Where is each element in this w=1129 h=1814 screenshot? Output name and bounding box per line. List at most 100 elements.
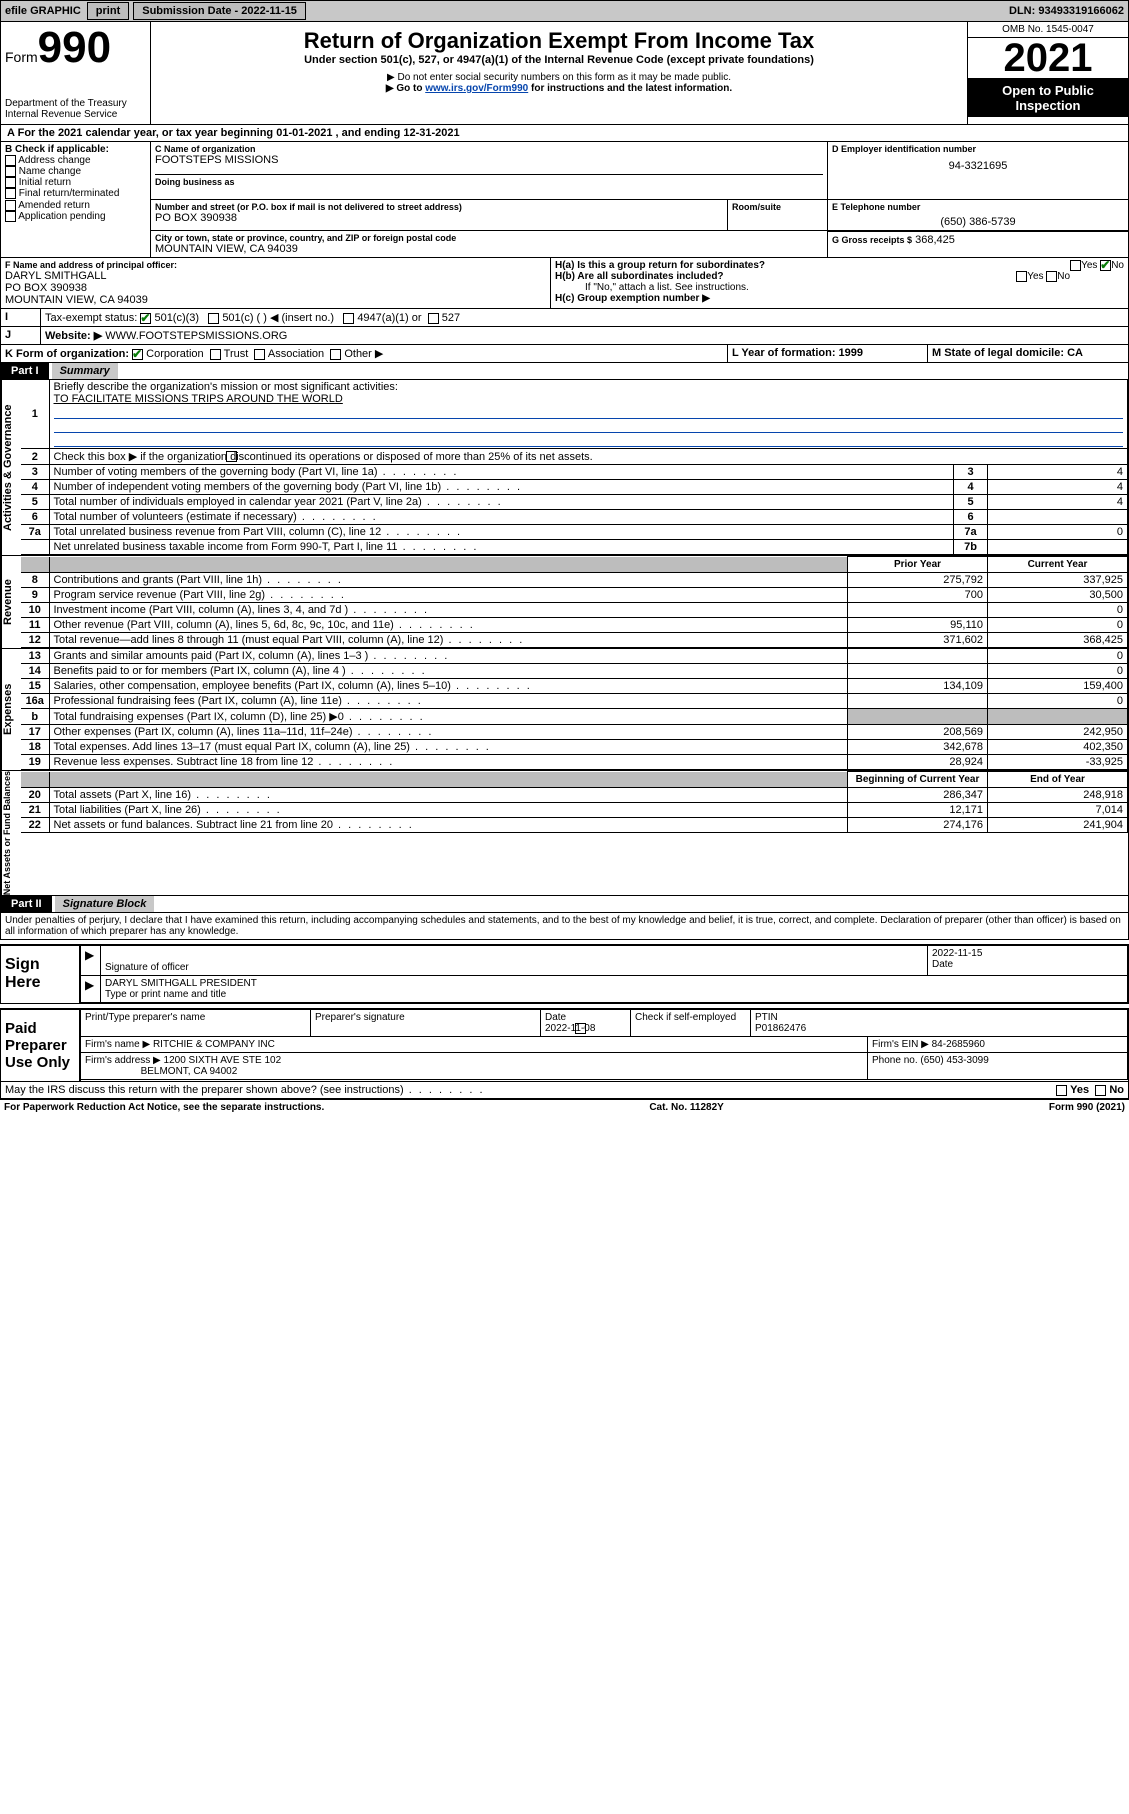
line-number: 20 [21,788,49,803]
line-number: 12 [21,633,49,648]
hc-label: H(c) Group exemption number ▶ [555,293,710,304]
cb-ha-no[interactable] [1100,260,1111,271]
prior-value: 274,176 [848,818,988,833]
arrow-icon: ▶ [85,978,94,992]
current-value: 159,400 [988,679,1128,694]
cb-trust[interactable] [210,349,221,360]
mission-text: TO FACILITATE MISSIONS TRIPS AROUND THE … [54,393,343,405]
sign-here-block: Sign Here ▶ Signature of officer 2022-11… [0,944,1129,1004]
cb-self-employed[interactable] [575,1023,586,1034]
tax-year: 2021 [968,38,1128,79]
section-b-checkboxes: B Check if applicable: Address change Na… [1,142,151,257]
officer-addr1: PO BOX 390938 [5,282,546,294]
current-value: 0 [988,603,1128,618]
line-number: 17 [21,725,49,740]
k-label: K Form of organization: [5,348,129,360]
prior-value: 286,347 [848,788,988,803]
line-text: Other revenue (Part VIII, column (A), li… [49,618,848,633]
firm-name-value: RITCHIE & COMPANY INC [153,1039,275,1050]
side-governance: Activities & Governance [1,380,21,555]
line-text: Total liabilities (Part X, line 26) [49,803,848,818]
line-value [988,540,1128,555]
addr-value: PO BOX 390938 [155,212,723,224]
cb-initial-return[interactable] [5,177,16,188]
current-value: -33,925 [988,755,1128,770]
line-number: 6 [21,510,49,525]
firm-ein-value: 84-2685960 [932,1039,985,1050]
line-text: Program service revenue (Part VIII, line… [49,588,848,603]
cb-final-return[interactable] [5,188,16,199]
line-value: 0 [988,525,1128,540]
perjury-text: Under penalties of perjury, I declare th… [0,913,1129,940]
submission-date-button[interactable]: Submission Date - 2022-11-15 [133,2,306,20]
ein-value: 94-3321695 [832,160,1124,172]
line-number: 4 [21,480,49,495]
prior-value: 28,924 [848,755,988,770]
org-name: FOOTSTEPS MISSIONS [155,154,823,166]
i-label: Tax-exempt status: [45,312,137,324]
city-value: MOUNTAIN VIEW, CA 94039 [155,243,823,255]
line-box: 3 [954,465,988,480]
ptin-value: P01862476 [755,1023,806,1034]
cb-other[interactable] [330,349,341,360]
line-number: 11 [21,618,49,633]
cb-discuss-yes[interactable] [1056,1085,1067,1096]
part2-header: Part II [1,896,52,912]
line-number: 3 [21,465,49,480]
line-number: 15 [21,679,49,694]
line-number: 22 [21,818,49,833]
cb-ha-yes[interactable] [1070,260,1081,271]
cb-address-change[interactable] [5,155,16,166]
line-text: Professional fundraising fees (Part IX, … [49,694,848,709]
cb-527[interactable] [428,313,439,324]
cb-assoc[interactable] [254,349,265,360]
cb-name-change[interactable] [5,166,16,177]
efile-label: efile GRAPHIC [1,5,85,17]
e-label: E Telephone number [832,202,1124,212]
irs-link[interactable]: www.irs.gov/Form990 [425,83,528,94]
line-text: Total revenue—add lines 8 through 11 (mu… [49,633,848,648]
dln-label: DLN: 93493319166062 [1005,5,1128,17]
cb-app-pending[interactable] [5,211,16,222]
form-subtitle: Under section 501(c), 527, or 4947(a)(1)… [157,54,961,66]
current-value: 248,918 [988,788,1128,803]
col-header: Beginning of Current Year [848,772,988,788]
cb-4947[interactable] [343,313,354,324]
col-header: End of Year [988,772,1128,788]
cb-discuss-no[interactable] [1095,1085,1106,1096]
topbar: efile GRAPHIC print Submission Date - 20… [0,0,1129,22]
cb-501c[interactable] [208,313,219,324]
cb-amended[interactable] [5,200,16,211]
firm-addr-label: Firm's address ▶ [85,1055,161,1066]
cb-discontinued[interactable] [226,451,237,462]
cb-hb-yes[interactable] [1016,271,1027,282]
officer-addr2: MOUNTAIN VIEW, CA 94039 [5,294,546,306]
line-number: 19 [21,755,49,770]
cb-corp[interactable] [132,349,143,360]
check-if-label: Check if self-employed [635,1012,736,1023]
firm-city-value: BELMONT, CA 94002 [141,1066,238,1077]
ha-label: H(a) Is this a group return for subordin… [555,260,765,271]
line-value: 4 [988,495,1128,510]
prep-date-label: Date [545,1012,566,1023]
cb-501c3[interactable] [140,313,151,324]
firm-phone-label: Phone no. [872,1055,918,1066]
col-header: Prior Year [848,557,988,573]
open-inspection: Open to Public Inspection [968,79,1128,117]
note-goto-post: for instructions and the latest informat… [531,83,732,94]
current-value: 0 [988,618,1128,633]
dba-label: Doing business as [155,174,823,187]
prior-value [848,664,988,679]
line-box: 5 [954,495,988,510]
sign-here-label: Sign Here [1,946,81,1003]
line-number: 16a [21,694,49,709]
line-number [21,540,49,555]
part2-title: Signature Block [55,896,155,912]
cb-hb-no[interactable] [1046,271,1057,282]
current-value: 0 [988,664,1128,679]
print-button[interactable]: print [87,2,129,20]
side-netassets: Net Assets or Fund Balances [1,771,21,895]
sig-date-value: 2022-11-15 [932,948,1123,959]
col-header: Current Year [988,557,1128,573]
line-text: Benefits paid to or for members (Part IX… [49,664,848,679]
